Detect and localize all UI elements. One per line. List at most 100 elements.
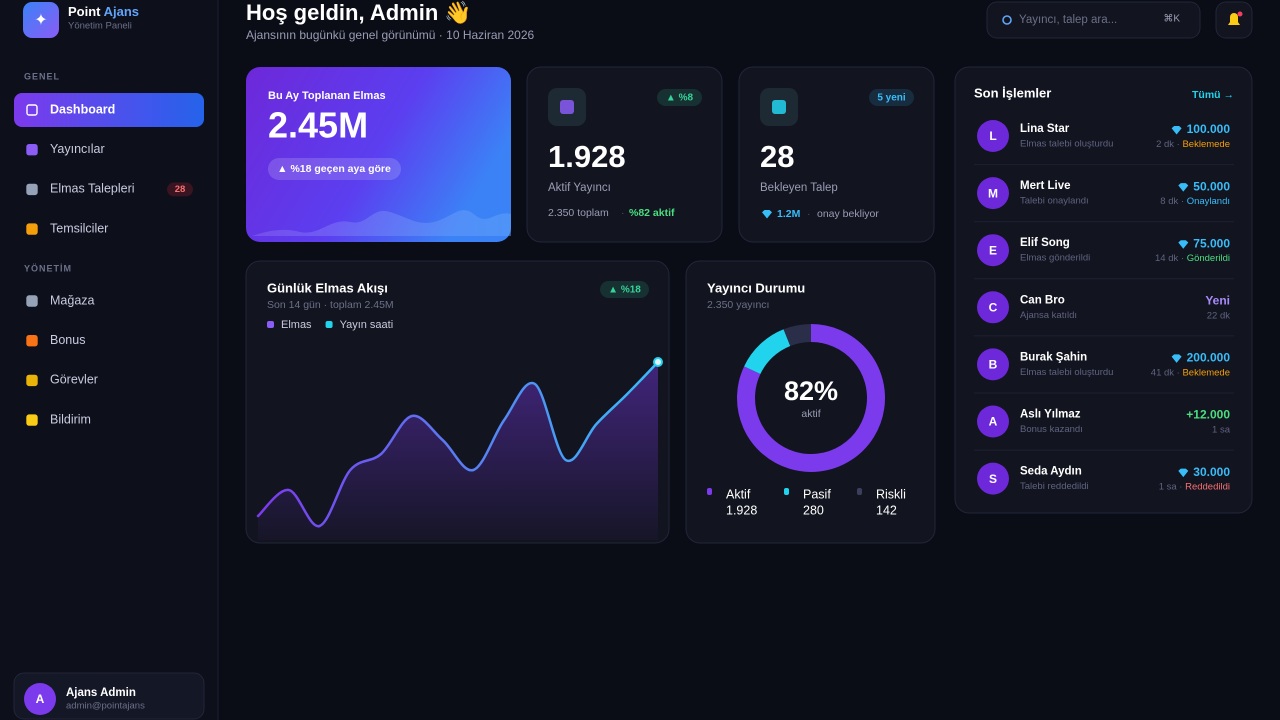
nav-item[interactable]: Dashboard	[14, 93, 204, 127]
row-meta: 41 dk · Beklemede	[1151, 367, 1230, 378]
nav-icon	[26, 143, 38, 156]
logo	[23, 2, 59, 38]
notification-button[interactable]	[1215, 1, 1253, 39]
nav-badge: 28	[175, 184, 186, 195]
row-avatar	[977, 120, 1009, 152]
row-amount: 50.000	[1193, 179, 1230, 193]
nav-label: Mağaza	[50, 293, 95, 307]
hero-change: ▲ %18 geçen aya göre	[277, 163, 391, 175]
nav-item[interactable]: Elmas Talepleri 28	[26, 182, 193, 197]
stat-badge-bg	[869, 89, 914, 106]
stat-value: 28	[760, 139, 794, 174]
donut-segment	[783, 324, 812, 347]
donut-center-value: 82%	[784, 376, 838, 406]
legend-swatch	[267, 321, 274, 328]
stat-badge: 5 yeni	[877, 93, 906, 104]
row-name: Can Bro	[1020, 294, 1065, 306]
row-amount: +12.000	[1186, 408, 1230, 422]
stat-foot-accent: onay bekliyor	[817, 208, 879, 220]
row-time: 1 sa ·	[1159, 481, 1185, 492]
row-amount: 200.000	[1187, 351, 1231, 365]
nav-item[interactable]: Temsilciler	[26, 221, 108, 235]
nav-item[interactable]: Bildirim	[26, 412, 91, 426]
bell-icon	[1228, 13, 1240, 25]
row-amount: 75.000	[1193, 236, 1230, 250]
nav-label: Yayıncılar	[50, 142, 105, 156]
transaction-row[interactable]: S Seda Aydın Talebi reddedildi 30.000 1 sa ·…	[974, 449, 1234, 495]
transaction-row[interactable]: C Can Bro Ajansa katıldı Yeni 22 dk	[974, 278, 1234, 324]
legend-label: Riskli	[876, 487, 906, 501]
row-meta: 8 dk · Onaylandı	[1160, 196, 1230, 207]
search-icon	[1002, 15, 1012, 25]
nav-item[interactable]: Bonus	[26, 333, 85, 347]
stat-foot: 1.2M	[777, 208, 801, 220]
nav-icon	[26, 295, 38, 307]
recent-link[interactable]: Tümü →	[1192, 89, 1234, 101]
row-meta: 1 sa	[1212, 424, 1231, 435]
transaction-row[interactable]: L Lina Star Elmas talebi oluşturdu 100.000 2…	[977, 120, 1230, 152]
user-avatar	[24, 683, 56, 715]
legend-value: 142	[876, 503, 897, 517]
row-initial: L	[989, 129, 996, 143]
legend-swatch	[857, 488, 862, 495]
transaction-row[interactable]: M Mert Live Talebi onaylandı 50.000 8 dk · O…	[974, 164, 1234, 210]
donut-center-label: aktif	[801, 408, 820, 420]
line-area	[258, 362, 658, 540]
hero-card	[246, 67, 511, 242]
logo-glyph: ✦	[34, 12, 47, 29]
stat-value: 1.928	[548, 139, 626, 174]
search-box[interactable]: Yayıncı, talep ara... ⌘K	[986, 1, 1201, 39]
chart-title: Yayıncı Durumu	[707, 280, 805, 295]
nav-item[interactable]: Görevler	[26, 373, 98, 387]
nav-item[interactable]: Mağaza	[26, 293, 95, 307]
row-time: 14 dk ·	[1155, 253, 1187, 264]
transaction-row[interactable]: E Elif Song Elmas gönderildi 75.000 14 dk · …	[974, 221, 1234, 267]
nav-item[interactable]: Yayıncılar	[26, 142, 105, 156]
nav-icon	[26, 414, 38, 426]
page-subtitle: Ajansının bugünkü genel görünümü · 10 Ha…	[246, 28, 535, 42]
nav-icon	[26, 104, 38, 116]
row-time: 2 dk ·	[1156, 139, 1182, 150]
stat-icon	[560, 100, 574, 114]
diamond-icon	[1178, 183, 1189, 192]
nav-label: Bildirim	[50, 412, 91, 426]
diamond-icon	[1178, 468, 1189, 478]
row-status: Reddedildi	[1185, 481, 1230, 492]
transaction-row[interactable]: B Burak Şahin Elmas talebi oluşturdu 200.00…	[974, 335, 1234, 381]
page-title: Hoş geldin, Admin 👋	[246, 0, 472, 26]
separator: ·	[621, 207, 625, 219]
donut-segment	[744, 329, 791, 375]
row-initial: A	[989, 415, 998, 429]
recent-card	[954, 66, 1253, 514]
brand: Point Ajans	[68, 4, 139, 19]
row-name: Mert Live	[1020, 180, 1071, 192]
legend-value: 280	[803, 503, 824, 517]
search-bg	[986, 1, 1201, 39]
diamond-icon	[762, 210, 772, 219]
row-time: 8 dk ·	[1160, 196, 1186, 207]
user-email: admin@pointajans	[66, 701, 145, 712]
row-desc: Elmas gönderildi	[1020, 253, 1090, 264]
legend-swatch	[325, 321, 333, 328]
nav-icon	[26, 223, 38, 235]
nav-label: Bonus	[50, 333, 85, 347]
nav-label: Dashboard	[50, 102, 115, 116]
legend-swatch	[707, 488, 712, 495]
nav-icon	[26, 183, 38, 196]
diamond-icon	[1171, 354, 1182, 363]
separator: ·	[807, 208, 811, 220]
nav-label: Görevler	[50, 373, 98, 387]
row-amount: 100.000	[1187, 122, 1231, 136]
hero-pill	[268, 158, 401, 180]
row-avatar	[977, 405, 1009, 438]
row-status: Beklemede	[1182, 139, 1230, 150]
stat-badge: ▲ %8	[666, 93, 694, 104]
stat-label: Aktif Yayıncı	[548, 182, 611, 194]
legend-label: Aktif	[726, 487, 751, 501]
transaction-row[interactable]: A Aslı Yılmaz Bonus kazandı +12.000 1 sa	[974, 392, 1234, 438]
recent-title: Son İşlemler	[974, 85, 1051, 100]
legend-label: Pasif	[803, 487, 831, 501]
chart-badge: ▲ %18	[608, 285, 641, 296]
